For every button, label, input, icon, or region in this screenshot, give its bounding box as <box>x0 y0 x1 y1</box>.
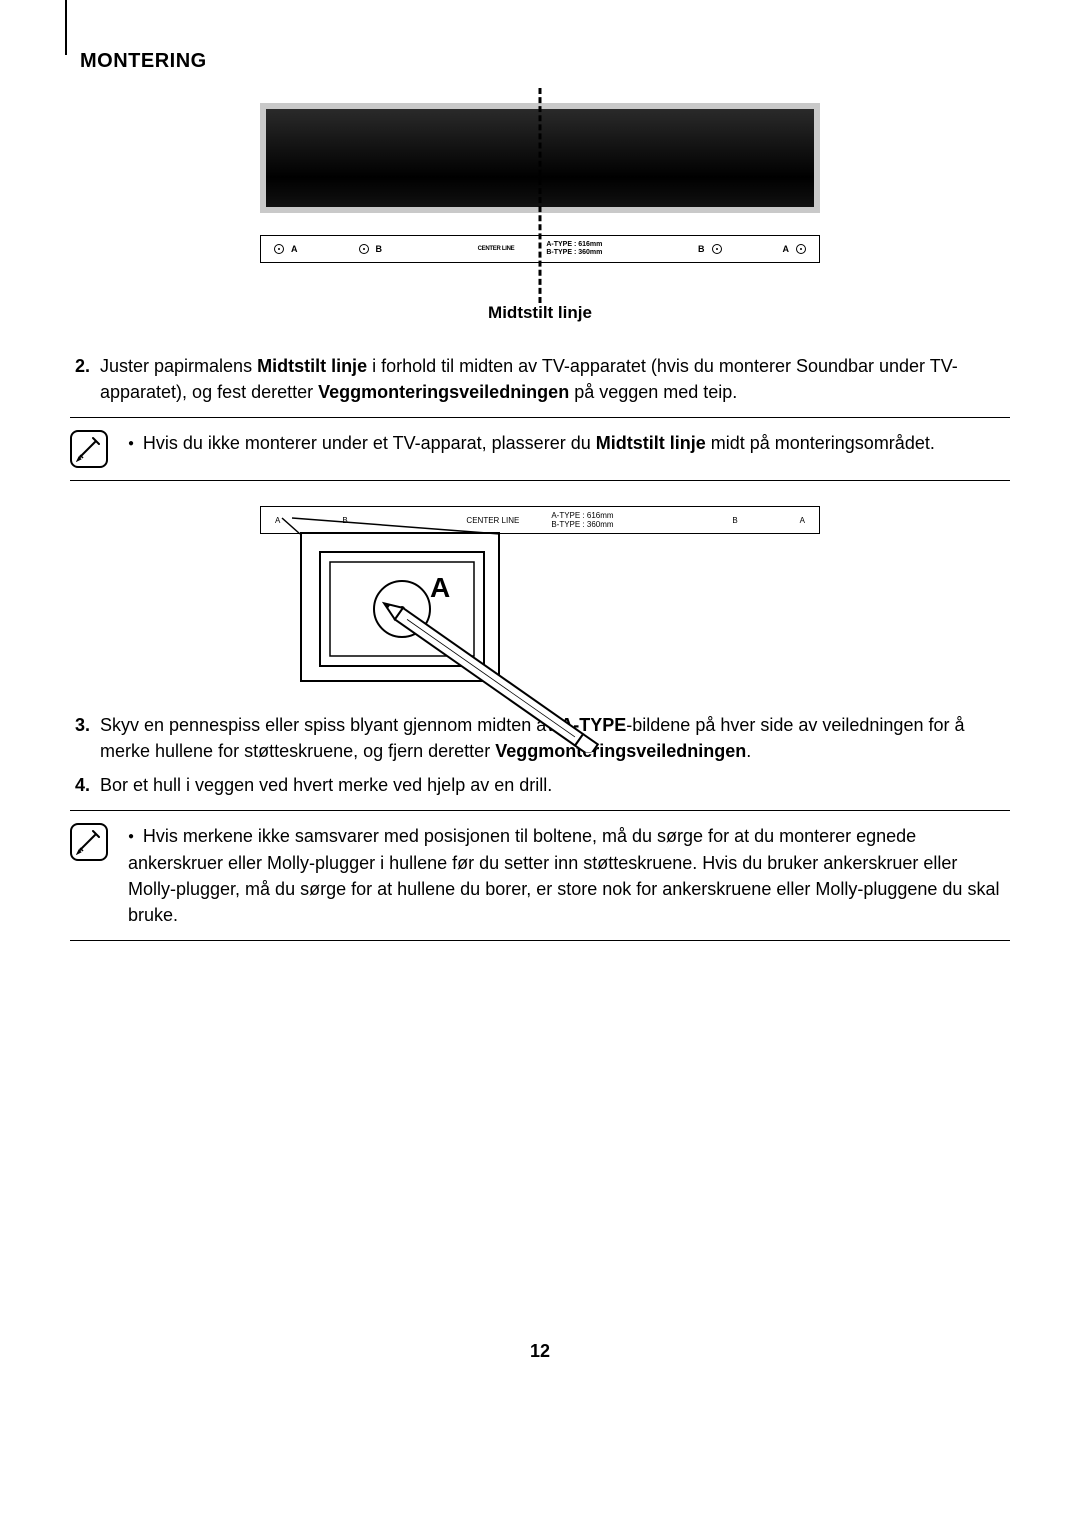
step-2-number: 2. <box>70 353 100 405</box>
note-2-text: Hvis merkene ikke samsvarer med posisjon… <box>128 823 1010 927</box>
figure-2: A B CENTER LINE A-TYPE : 616mmB-TYPE : 3… <box>70 506 1010 682</box>
center-dashed-line <box>539 88 542 303</box>
note-icon <box>70 823 108 861</box>
page-number: 12 <box>70 1341 1010 1362</box>
note-1: Hvis du ikke monterer under et TV-appara… <box>70 417 1010 481</box>
note-icon <box>70 430 108 468</box>
label-b-right-2: B <box>732 516 737 525</box>
label-a-left: A <box>291 244 298 254</box>
figure-1-caption: Midtstilt linje <box>70 303 1010 323</box>
hole-b-left <box>359 244 369 254</box>
step-2: 2. Juster papirmalens Midtstilt linje i … <box>70 353 1010 405</box>
figure-1: A B CENTER LINE A-TYPE : 616mmB-TYPE : 3… <box>70 103 1010 323</box>
note-2: Hvis merkene ikke samsvarer med posisjon… <box>70 810 1010 940</box>
hole-b-right <box>712 244 722 254</box>
note-1-text: Hvis du ikke monterer under et TV-appara… <box>128 430 1010 456</box>
callout-letter-text: A <box>430 572 450 604</box>
step-3-text: Skyv en pennespiss eller spiss blyant gj… <box>100 712 1010 764</box>
mount-template-strip: A B CENTER LINE A-TYPE : 616mmB-TYPE : 3… <box>260 235 820 263</box>
step-3: 3. Skyv en pennespiss eller spiss blyant… <box>70 712 1010 764</box>
label-a-left-2: A <box>275 516 280 525</box>
type-dimensions: A-TYPE : 616mmB-TYPE : 360mm <box>546 241 602 256</box>
step-2-text: Juster papirmalens Midtstilt linje i for… <box>100 353 1010 405</box>
step-3-number: 3. <box>70 712 100 764</box>
hole-a-left <box>274 244 284 254</box>
label-a-right: A <box>783 244 790 254</box>
section-title: MONTERING <box>80 50 1010 73</box>
center-line-label: CENTER LINE <box>478 246 515 252</box>
step-4-number: 4. <box>70 772 100 798</box>
document-page: MONTERING A B CENTER LINE A-TYPE : 616mm… <box>0 0 1080 1402</box>
step-4: 4. Bor et hull i veggen ved hvert merke … <box>70 772 1010 798</box>
hole-a-right <box>796 244 806 254</box>
label-b-left-2: B <box>342 516 347 525</box>
label-b-right: B <box>698 244 705 254</box>
callout-zoom: A <box>300 532 500 682</box>
center-line-label-2: CENTER LINE <box>466 516 519 525</box>
side-rule <box>65 0 67 55</box>
label-a-right-2: A <box>800 516 805 525</box>
step-4-text: Bor et hull i veggen ved hvert merke ved… <box>100 772 1010 798</box>
label-b-left: B <box>376 244 383 254</box>
mount-template-strip-2: A B CENTER LINE A-TYPE : 616mmB-TYPE : 3… <box>260 506 820 534</box>
type-dimensions-2: A-TYPE : 616mmB-TYPE : 360mm <box>551 511 613 529</box>
